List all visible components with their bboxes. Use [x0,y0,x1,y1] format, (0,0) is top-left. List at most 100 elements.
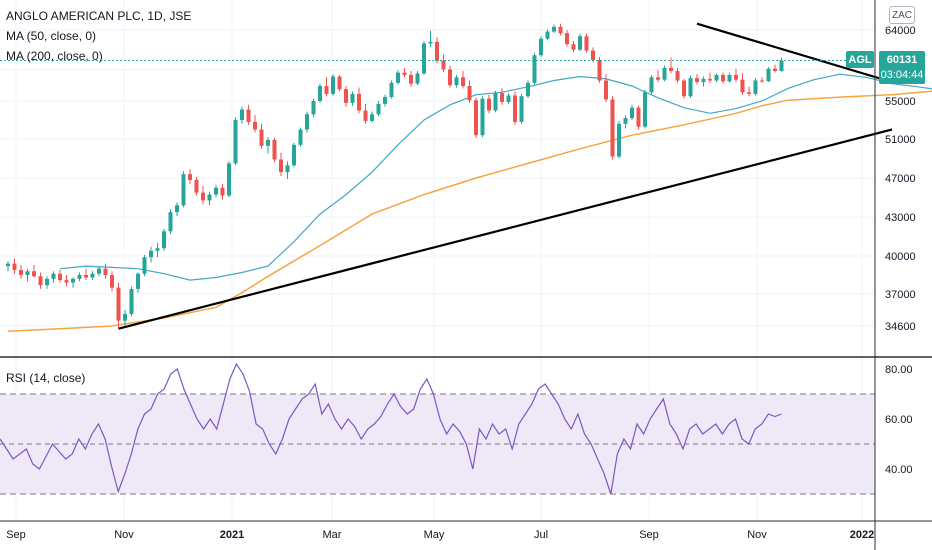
candle-body [714,74,719,81]
candle [142,254,147,277]
candle-body [597,59,602,81]
price-axis[interactable]: 64000 55000 51000 47000 43000 40000 37000 34600 [885,25,916,333]
candle [539,36,543,57]
candle-body [454,77,459,86]
candle-body [428,41,433,44]
candle [32,264,36,278]
last-price-value: 60131 [886,54,918,66]
candle [773,64,777,73]
candle [532,52,537,85]
candle-body [539,38,543,56]
time-axis[interactable]: Sep Nov 2021 Mar May Jul Sep Nov 2022 [6,529,874,541]
candle [415,71,420,86]
candle [240,106,244,124]
candle [292,142,296,168]
rsi-legend[interactable]: RSI (14, close) [6,371,86,385]
candle-body [708,78,712,81]
candle-body [415,73,420,84]
candle-body [747,92,751,94]
candle-body [305,114,309,130]
candle-body [103,268,108,275]
candle [123,310,127,326]
symbol-legend[interactable]: ANGLO AMERICAN PLC, 1D, JSE [6,9,192,23]
ma50-legend[interactable]: MA (50, close, 0) [6,29,97,43]
candle-body [656,77,660,80]
candle-body [753,80,758,94]
candle-body [123,314,127,321]
rsi-tick-label: 40.00 [885,464,913,476]
candle [740,73,745,95]
candle [714,73,719,83]
candle-body [142,257,147,274]
candle-body [38,276,43,286]
candle-body [272,139,277,160]
candle [526,80,530,98]
candle [272,138,277,163]
candle-body [740,79,745,93]
candle-body [519,96,524,122]
candle [227,161,231,198]
candle-body [207,194,212,201]
time-tick-label: Sep [639,529,659,541]
candle-body [25,271,30,275]
candle-body [480,98,485,136]
candle [116,282,121,329]
candle-body [396,72,400,83]
candle-body [513,95,517,122]
candles [6,23,784,329]
candle [103,263,108,279]
time-tick-label: Nov [747,529,767,541]
candle [12,258,17,274]
candle-body [675,71,680,81]
candle [409,71,413,87]
candle-body [571,44,576,50]
candle-body [51,273,56,279]
candle [376,101,381,117]
candle [19,264,23,279]
candle [584,33,589,53]
candle-body [669,67,673,72]
candle-body [467,86,472,101]
candle-body [194,179,199,193]
candle-body [422,43,426,74]
candle [45,276,49,289]
bar-countdown: 03:04:44 [880,69,924,81]
candle-body [649,77,654,93]
rsi-axis[interactable]: 80.00 60.00 40.00 [885,364,913,476]
time-tick-label: 2021 [220,529,244,541]
candle-body [84,275,88,278]
candle [422,41,426,75]
ma200-legend[interactable]: MA (200, close, 0) [6,49,103,63]
candle [519,93,524,124]
candle-body [214,187,218,195]
candle [129,286,134,317]
candle [194,177,199,196]
candle-body [376,103,381,115]
currency-button[interactable]: ZAC [889,6,915,24]
candle [279,152,283,177]
candle-body [610,99,615,157]
candle [500,88,504,105]
ma200-line [7,90,932,333]
candle [331,74,335,96]
candle [155,243,160,258]
candle [71,277,75,288]
candle [370,111,374,123]
price-tick-label: 64000 [885,25,916,37]
candle [552,24,556,34]
candle [110,271,114,292]
candle [344,86,348,107]
candle [84,268,88,281]
candle [51,271,56,283]
candle-body [32,271,36,277]
candle [591,47,595,63]
candle [734,68,738,83]
price-tick-label: 43000 [885,212,916,224]
candle [357,87,361,114]
candle [493,90,498,113]
candle [181,171,186,208]
candle-body [357,93,361,111]
candle [513,91,517,125]
candle [201,185,205,205]
